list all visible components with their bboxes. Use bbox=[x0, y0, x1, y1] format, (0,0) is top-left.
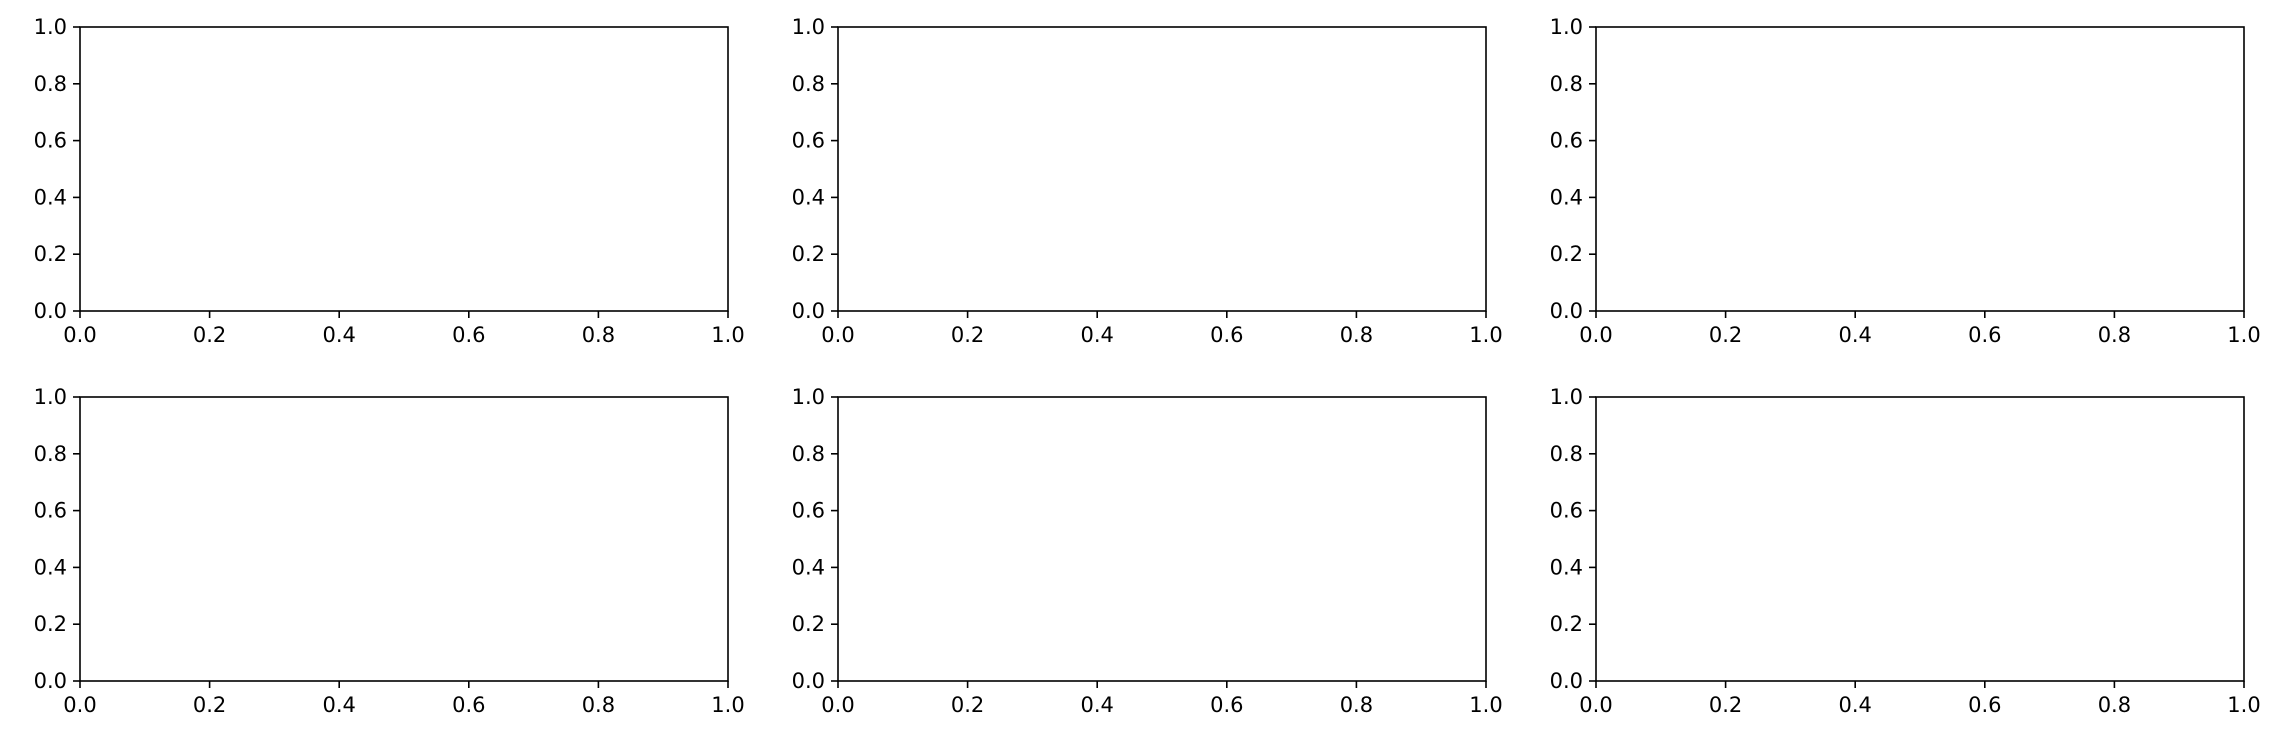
x-tick-label: 0.6 bbox=[1968, 693, 2001, 717]
x-tick-label: 0.0 bbox=[821, 323, 854, 347]
y-tick-label: 1.0 bbox=[1550, 385, 1583, 409]
subplot-row-1-col-1: 0.0 0.2 0.4 0.6 0.8 1.0 0.0 0.2 0.4 0.6 0.8 1.0 bbox=[34, 15, 745, 347]
y-tick-label: 0.6 bbox=[792, 499, 825, 523]
subplot-row-2-col-1: 0.0 0.2 0.4 0.6 0.8 1.0 0.0 0.2 0.4 0.6 0.8 1.0 bbox=[34, 385, 745, 717]
x-tick-label: 0.2 bbox=[193, 323, 226, 347]
x-tick-label: 0.8 bbox=[1340, 323, 1373, 347]
x-tick-label: 1.0 bbox=[1469, 693, 1502, 717]
x-tick-label: 0.4 bbox=[322, 693, 355, 717]
y-tick-label: 0.2 bbox=[792, 612, 825, 636]
axes-frame bbox=[1595, 26, 2245, 312]
x-tick-label: 0.2 bbox=[1709, 693, 1742, 717]
y-tick-label: 0.4 bbox=[34, 555, 67, 579]
y-tick-label: 0.0 bbox=[1550, 669, 1583, 693]
y-tick-label: 0.2 bbox=[792, 242, 825, 266]
y-tick-label: 0.0 bbox=[34, 669, 67, 693]
x-tick-label: 0.8 bbox=[2098, 323, 2131, 347]
y-tick-label: 0.2 bbox=[1550, 612, 1583, 636]
x-tick-label: 0.2 bbox=[1709, 323, 1742, 347]
subplot-row-1-col-3: 0.0 0.2 0.4 0.6 0.8 1.0 0.0 0.2 0.4 0.6 0.8 1.0 bbox=[1550, 15, 2261, 347]
y-tick-label: 0.2 bbox=[34, 612, 67, 636]
y-tick-label: 0.4 bbox=[1550, 555, 1583, 579]
y-tick-label: 0.8 bbox=[34, 72, 67, 96]
y-tick-label: 1.0 bbox=[792, 385, 825, 409]
subplot-row-2-col-3: 0.0 0.2 0.4 0.6 0.8 1.0 0.0 0.2 0.4 0.6 0.8 1.0 bbox=[1550, 385, 2261, 717]
x-tick-label: 1.0 bbox=[2227, 693, 2260, 717]
y-tick-label: 1.0 bbox=[792, 15, 825, 39]
y-tick-label: 0.8 bbox=[1550, 72, 1583, 96]
x-tick-label: 1.0 bbox=[1469, 323, 1502, 347]
x-tick-label: 0.8 bbox=[1340, 693, 1373, 717]
x-tick-label: 0.0 bbox=[1579, 323, 1612, 347]
x-tick-label: 1.0 bbox=[711, 693, 744, 717]
x-tick-label: 0.2 bbox=[951, 323, 984, 347]
axes-frame bbox=[837, 396, 1487, 682]
x-tick-label: 0.8 bbox=[582, 693, 615, 717]
y-tick-label: 0.8 bbox=[792, 72, 825, 96]
x-tick-label: 0.4 bbox=[322, 323, 355, 347]
x-tick-label: 1.0 bbox=[2227, 323, 2260, 347]
y-tick-label: 0.6 bbox=[34, 129, 67, 153]
y-tick-label: 0.4 bbox=[34, 185, 67, 209]
x-tick-label: 0.4 bbox=[1080, 693, 1113, 717]
subplot-row-2-col-2: 0.0 0.2 0.4 0.6 0.8 1.0 0.0 0.2 0.4 0.6 0.8 1.0 bbox=[792, 385, 1503, 717]
y-tick-label: 0.6 bbox=[792, 129, 825, 153]
y-tick-label: 0.0 bbox=[34, 299, 67, 323]
y-tick-label: 1.0 bbox=[34, 15, 67, 39]
x-tick-label: 0.6 bbox=[1210, 693, 1243, 717]
x-tick-label: 0.4 bbox=[1838, 693, 1871, 717]
y-tick-label: 0.6 bbox=[1550, 499, 1583, 523]
y-tick-label: 0.0 bbox=[1550, 299, 1583, 323]
axes-frame bbox=[79, 26, 729, 312]
axes-frame bbox=[79, 396, 729, 682]
x-tick-label: 1.0 bbox=[711, 323, 744, 347]
y-tick-label: 0.4 bbox=[792, 185, 825, 209]
y-tick-label: 0.8 bbox=[1550, 442, 1583, 466]
y-tick-label: 0.0 bbox=[792, 299, 825, 323]
y-tick-label: 1.0 bbox=[1550, 15, 1583, 39]
x-tick-label: 0.0 bbox=[63, 693, 96, 717]
y-tick-label: 0.6 bbox=[1550, 129, 1583, 153]
x-tick-label: 0.0 bbox=[63, 323, 96, 347]
x-tick-label: 0.6 bbox=[452, 693, 485, 717]
x-tick-label: 0.8 bbox=[582, 323, 615, 347]
x-tick-label: 0.4 bbox=[1080, 323, 1113, 347]
x-tick-label: 0.0 bbox=[821, 693, 854, 717]
x-tick-label: 0.6 bbox=[452, 323, 485, 347]
subplot-row-1-col-2: 0.0 0.2 0.4 0.6 0.8 1.0 0.0 0.2 0.4 0.6 0.8 1.0 bbox=[792, 15, 1503, 347]
x-tick-label: 0.0 bbox=[1579, 693, 1612, 717]
axes-frame bbox=[1595, 396, 2245, 682]
y-tick-label: 0.0 bbox=[792, 669, 825, 693]
x-tick-label: 0.8 bbox=[2098, 693, 2131, 717]
x-tick-label: 0.2 bbox=[951, 693, 984, 717]
x-tick-label: 0.6 bbox=[1968, 323, 2001, 347]
axes-frame bbox=[837, 26, 1487, 312]
x-tick-label: 0.2 bbox=[193, 693, 226, 717]
y-tick-label: 0.2 bbox=[34, 242, 67, 266]
y-tick-label: 0.4 bbox=[1550, 185, 1583, 209]
x-tick-label: 0.4 bbox=[1838, 323, 1871, 347]
y-tick-label: 1.0 bbox=[34, 385, 67, 409]
x-tick-label: 0.6 bbox=[1210, 323, 1243, 347]
y-tick-label: 0.8 bbox=[792, 442, 825, 466]
y-tick-label: 0.8 bbox=[34, 442, 67, 466]
y-tick-label: 0.4 bbox=[792, 555, 825, 579]
y-tick-label: 0.6 bbox=[34, 499, 67, 523]
y-tick-label: 0.2 bbox=[1550, 242, 1583, 266]
